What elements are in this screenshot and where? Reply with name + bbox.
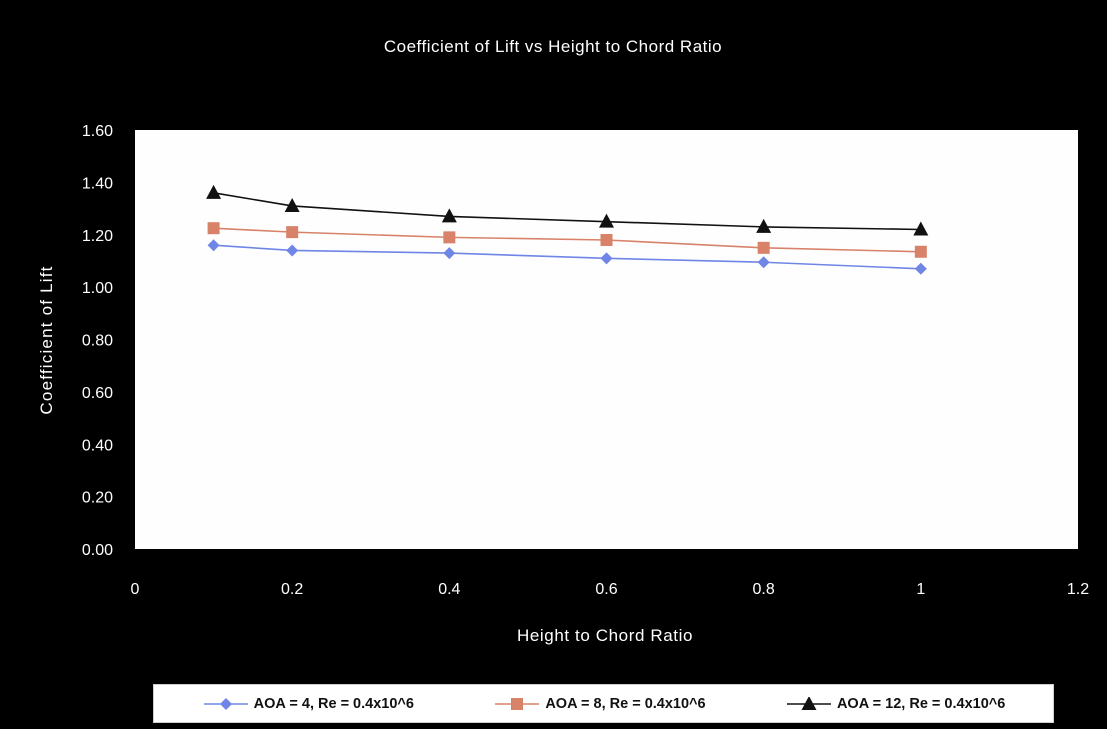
data-point — [599, 213, 614, 228]
y-tick-label: 1.00 — [82, 280, 113, 297]
x-tick-label: 0.4 — [438, 581, 460, 598]
x-tick-label: 0.6 — [595, 581, 617, 598]
legend-swatch — [203, 697, 248, 710]
y-tick-label: 1.20 — [82, 228, 113, 245]
y-tick-label: 0.40 — [82, 437, 113, 454]
data-point — [284, 197, 300, 212]
data-point — [914, 262, 927, 275]
data-point — [206, 184, 222, 199]
y-tick-label: 0.80 — [82, 333, 113, 350]
y-tick-label: 0.20 — [82, 490, 113, 507]
legend-swatch — [786, 696, 831, 710]
y-tick-label: 1.40 — [82, 175, 113, 192]
legend: AOA = 4, Re = 0.4x10^6 AOA = 8, Re = 0.4x… — [153, 684, 1054, 723]
data-point — [600, 233, 613, 246]
legend-label: AOA = 4, Re = 0.4x10^6 — [253, 695, 414, 712]
data-point — [207, 222, 220, 235]
y-tick-label: 0.00 — [82, 542, 113, 559]
data-point — [286, 244, 299, 257]
series-3 — [206, 184, 929, 236]
legend-label: AOA = 8, Re = 0.4x10^6 — [545, 695, 706, 712]
legend-marker — [219, 697, 232, 710]
data-point — [756, 218, 772, 233]
x-tick-label: 1 — [916, 581, 925, 598]
legend-marker — [511, 697, 524, 710]
series-1 — [207, 239, 927, 275]
data-point — [443, 231, 456, 244]
data-point — [600, 252, 613, 265]
legend-item: AOA = 8, Re = 0.4x10^6 — [493, 695, 706, 712]
x-tick-label: 1.2 — [1067, 581, 1089, 598]
x-tick-label: 0.8 — [753, 581, 775, 598]
y-axis-label: Coefficient of Lift — [37, 265, 56, 414]
data-point — [757, 241, 770, 254]
legend-marker — [801, 696, 817, 710]
series-line — [213, 227, 921, 253]
series-2 — [207, 222, 927, 258]
plot-area — [135, 130, 1078, 549]
data-point — [757, 256, 770, 269]
y-axis-ticks: 0.00 0.20 0.40 0.60 0.80 1.00 1.20 1.40 1.60 — [82, 123, 113, 559]
data-point — [443, 247, 456, 260]
y-tick-label: 0.60 — [82, 385, 113, 402]
legend-item: AOA = 4, Re = 0.4x10^6 — [202, 696, 414, 712]
y-tick-label: 1.60 — [82, 123, 113, 140]
data-point — [441, 208, 457, 223]
data-point — [913, 221, 929, 236]
data-point — [914, 245, 927, 258]
series-line — [213, 192, 921, 231]
x-axis-ticks: 0 0.2 0.4 0.6 0.8 1 1.2 — [131, 581, 1090, 598]
x-tick-label: 0 — [131, 581, 140, 598]
legend-label: AOA = 12, Re = 0.4x10^6 — [836, 695, 1006, 712]
legend-swatch — [495, 697, 540, 710]
data-point — [286, 226, 299, 239]
series-line — [213, 244, 921, 270]
legend-item: AOA = 12, Re = 0.4x10^6 — [785, 696, 1005, 712]
x-tick-label: 0.2 — [281, 581, 303, 598]
x-axis-label: Height to Chord Ratio — [517, 626, 693, 645]
data-point — [207, 239, 220, 252]
series-layer — [206, 184, 929, 275]
chart-title: Coefficient of Lift vs Height to Chord R… — [384, 37, 722, 56]
